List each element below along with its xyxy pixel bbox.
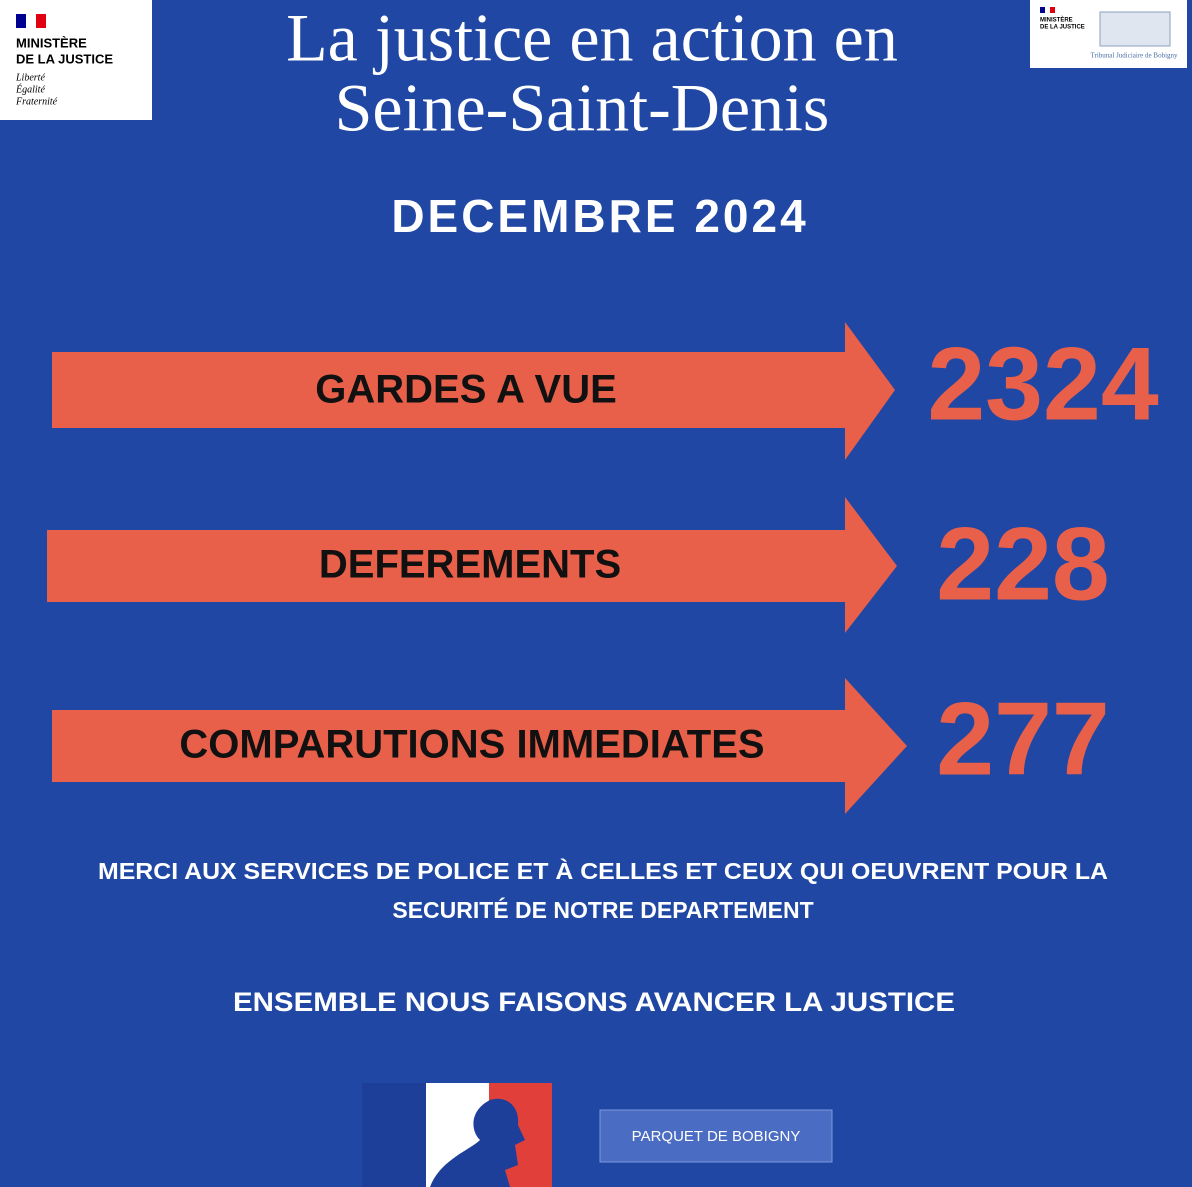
motto: Liberté [15, 72, 45, 83]
court-name: Tribunal Judiciaire de Bobigny [1090, 52, 1178, 60]
flag-red [36, 14, 46, 28]
parquet-button [599, 1109, 833, 1163]
motto: Fraternité [15, 96, 58, 107]
message: MERCI AUX SERVICES DE POLICE ET À CELLES… [98, 857, 1108, 884]
message: SECURITÉ DE NOTRE DEPARTEMENT [392, 896, 813, 923]
arrow [47, 497, 897, 633]
title: La justice en action en [286, 0, 898, 76]
flag-blue [1040, 7, 1045, 13]
logo-text: DE LA JUSTICE [1040, 25, 1085, 31]
ministry-logo: MINISTÈRE DE LA JUSTICE Liberté Égalité … [0, 0, 152, 120]
stat-value: 228 [936, 506, 1110, 622]
slogan: ENSEMBLE NOUS FAISONS AVANCER LA JUSTICE [233, 987, 955, 1017]
arrow [52, 678, 907, 814]
marianne-logo [362, 1083, 552, 1187]
button-label: PARQUET DE BOBIGNY [632, 1128, 801, 1145]
court-building [1099, 11, 1171, 47]
title: Seine-Saint-Denis [335, 70, 830, 146]
arrow [52, 322, 895, 460]
court-logo: MINISTÈRE DE LA JUSTICE Tribunal Judicia… [1030, 0, 1187, 68]
stat-label: COMPARUTIONS IMMEDIATES [179, 723, 764, 767]
logo-text: MINISTÈRE [1040, 16, 1073, 24]
flag-red [1050, 7, 1055, 13]
flag-white [26, 14, 36, 28]
flag-white [1045, 7, 1050, 13]
marianne-profile [430, 1098, 525, 1187]
stat-label: GARDES A VUE [315, 368, 617, 412]
logo-text: MINISTÈRE [16, 35, 87, 50]
period: DECEMBRE 2024 [391, 190, 808, 242]
flag-blue [362, 1083, 426, 1187]
stat-value: 277 [936, 681, 1110, 797]
stat-label: DEFEREMENTS [319, 543, 621, 587]
motto: Égalité [15, 83, 45, 95]
stat-value: 2324 [927, 326, 1159, 442]
flag-blue [16, 14, 26, 28]
logo-text: DE LA JUSTICE [16, 51, 113, 66]
